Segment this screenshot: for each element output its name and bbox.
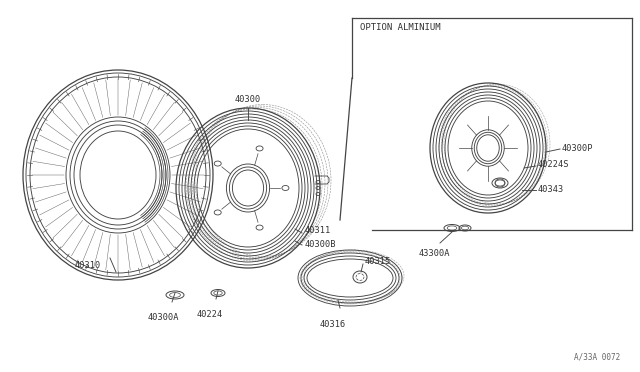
Text: 40343: 40343 (538, 185, 564, 193)
Text: 40316: 40316 (320, 320, 346, 329)
Text: 40300A: 40300A (147, 313, 179, 322)
Text: 40224: 40224 (197, 310, 223, 319)
Text: 43300A: 43300A (419, 249, 450, 258)
Text: 40310: 40310 (75, 261, 101, 270)
Text: 40315: 40315 (365, 257, 391, 266)
Text: 40300B: 40300B (305, 240, 337, 248)
Text: 40311: 40311 (305, 225, 332, 234)
Text: 40224S: 40224S (538, 160, 570, 169)
Text: OPTION ALMINIUM: OPTION ALMINIUM (360, 23, 440, 32)
Text: 40300P: 40300P (562, 144, 593, 153)
Text: A/33A 0072: A/33A 0072 (573, 353, 620, 362)
Text: 40300: 40300 (235, 95, 261, 104)
